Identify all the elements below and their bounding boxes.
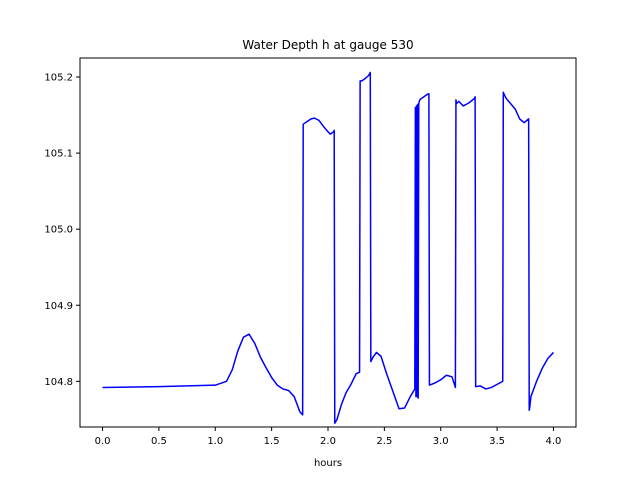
series-layer [102, 71, 555, 424]
plot-frame [79, 57, 577, 428]
x-tick-label: 4.0 [546, 436, 562, 447]
x-tick-label: 0.0 [95, 436, 111, 447]
x-tick-label: 1.0 [207, 436, 223, 447]
x-tick-label: 3.5 [489, 436, 505, 447]
series-line [102, 71, 555, 424]
x-axis-label: hours [314, 458, 342, 469]
y-tick-label: 104.9 [44, 301, 73, 312]
x-axis: 0.0 0.5 1.0 1.5 2.0 2.5 3.0 3.5 4.0 [95, 427, 562, 447]
x-tick-label: 3.0 [433, 436, 449, 447]
chart-title: Water Depth h at gauge 530 [242, 38, 413, 52]
y-tick-label: 104.8 [44, 377, 73, 388]
x-tick-label: 0.5 [151, 436, 167, 447]
plot-area: 0.0 0.5 1.0 1.5 2.0 2.5 3.0 3.5 4.0 104.8104.910… [44, 57, 577, 447]
x-tick-label: 1.5 [264, 436, 280, 447]
x-tick-label: 2.5 [376, 436, 392, 447]
y-tick-label: 105.1 [44, 149, 73, 160]
y-axis: 104.8 104.9 105.0 105.1 105.2 [44, 73, 80, 388]
y-tick-label: 105.2 [44, 73, 73, 84]
y-tick-label: 105.0 [44, 225, 73, 236]
x-tick-label: 2.0 [320, 436, 336, 447]
